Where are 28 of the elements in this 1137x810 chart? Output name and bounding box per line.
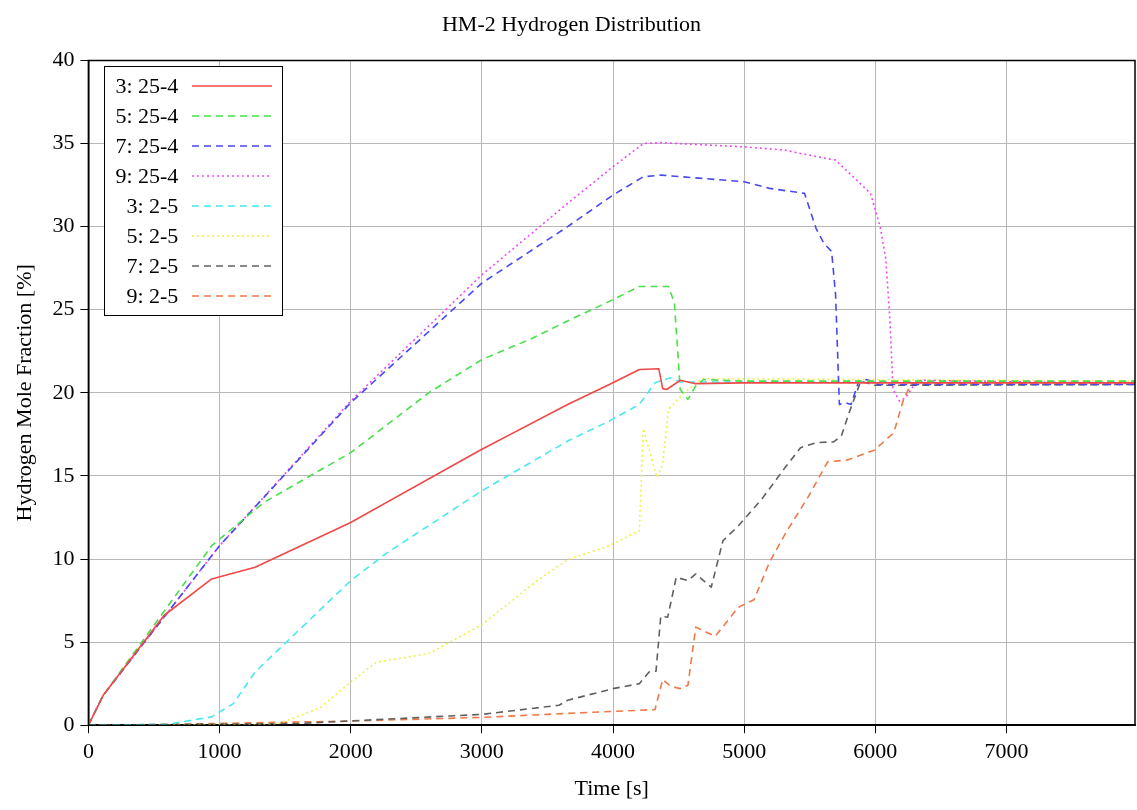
y-tick-label: 25 [52, 295, 75, 321]
y-axis-title: Hydrogen Mole Fraction [%] [10, 264, 36, 522]
legend-label: 5: 25-4 [115, 102, 179, 131]
x-tick-label: 0 [82, 738, 94, 764]
x-tick-label: 5000 [722, 738, 767, 764]
chart-title: HM-2 Hydrogen Distribution [441, 10, 702, 36]
x-tick-label: 7000 [984, 738, 1029, 764]
legend-label: 7: 2-5 [126, 252, 179, 281]
legend-label: 3: 2-5 [126, 192, 179, 221]
y-tick-label: 40 [52, 46, 75, 72]
y-tick-label: 35 [52, 129, 75, 155]
legend-label: 7: 25-4 [115, 132, 179, 161]
x-tick-label: 6000 [853, 738, 898, 764]
x-tick-label: 2000 [328, 738, 373, 764]
y-tick-label: 15 [52, 461, 75, 487]
x-tick-label: 1000 [197, 738, 242, 764]
legend-label: 9: 2-5 [126, 282, 179, 311]
legend-label: 5: 2-5 [126, 222, 179, 251]
legend-label: 9: 25-4 [115, 162, 179, 191]
x-axis-title: Time [s] [574, 774, 649, 800]
y-tick-label: 20 [52, 378, 75, 404]
y-tick-label: 30 [52, 212, 75, 238]
legend-label: 3: 25-4 [115, 72, 179, 101]
y-tick-label: 0 [63, 710, 75, 736]
y-tick-label: 10 [52, 544, 75, 570]
y-tick-label: 5 [63, 627, 75, 653]
x-tick-label: 3000 [459, 738, 504, 764]
x-tick-label: 4000 [591, 738, 636, 764]
